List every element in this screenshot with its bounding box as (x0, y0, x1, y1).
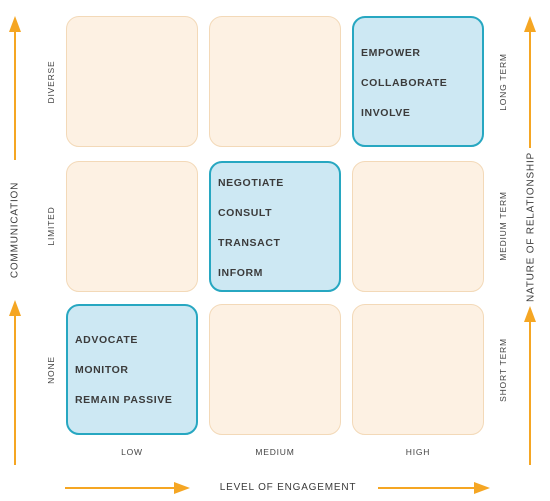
column-label-low: LOW (121, 447, 143, 457)
cell-items: EMPOWER COLLABORATE INVOLVE (361, 46, 447, 136)
bottom-axis-arrowhead-right (474, 482, 490, 494)
axis-title-communication: COMMUNICATION (9, 181, 21, 279)
left-axis-arrowhead-upper (9, 16, 21, 32)
strategy-collaborate: COLLABORATE (361, 77, 448, 89)
left-axis-arrowhead-lower (9, 300, 21, 316)
cell-low-diverse (66, 16, 198, 147)
row-label-long-term: LONG TERM (498, 53, 508, 111)
row-label-medium-term: MEDIUM TERM (498, 191, 508, 261)
cell-high-long-term: EMPOWER COLLABORATE INVOLVE (352, 16, 484, 147)
row-label-diverse: DIVERSE (46, 60, 56, 104)
strategy-remain-passive: REMAIN PASSIVE (75, 394, 173, 406)
strategy-monitor: MONITOR (75, 364, 129, 376)
column-label-medium: MEDIUM (255, 447, 295, 457)
strategy-involve: INVOLVE (361, 107, 411, 119)
cell-high-none (352, 304, 484, 435)
strategy-advocate: ADVOCATE (75, 334, 138, 346)
row-label-limited: LIMITED (46, 206, 56, 246)
right-axis-arrowhead-lower (524, 306, 536, 322)
cell-low-short-term: ADVOCATE MONITOR REMAIN PASSIVE (66, 304, 198, 435)
cell-high-limited (352, 161, 484, 292)
axis-title-nature-of-relationship: NATURE OF RELATIONSHIP (525, 151, 537, 303)
strategy-negotiate: NEGOTIATE (218, 177, 284, 189)
bottom-axis-arrowhead-left (174, 482, 190, 494)
strategy-inform: INFORM (218, 267, 264, 279)
strategy-empower: EMPOWER (361, 47, 421, 59)
strategy-transact: TRANSACT (218, 237, 281, 249)
cell-items: ADVOCATE MONITOR REMAIN PASSIVE (75, 333, 172, 423)
row-label-none: NONE (46, 356, 56, 384)
cell-medium-medium-term: NEGOTIATE CONSULT TRANSACT INFORM (209, 161, 341, 292)
column-label-high: HIGH (405, 447, 431, 457)
cell-low-limited (66, 161, 198, 292)
cell-items: NEGOTIATE CONSULT TRANSACT INFORM (218, 176, 284, 296)
strategy-consult: CONSULT (218, 207, 273, 219)
row-label-short-term: SHORT TERM (498, 338, 508, 402)
cell-medium-diverse (209, 16, 341, 147)
axis-title-level-of-engagement: LEVEL OF ENGAGEMENT (219, 482, 357, 493)
cell-medium-none (209, 304, 341, 435)
right-axis-arrowhead-upper (524, 16, 536, 32)
